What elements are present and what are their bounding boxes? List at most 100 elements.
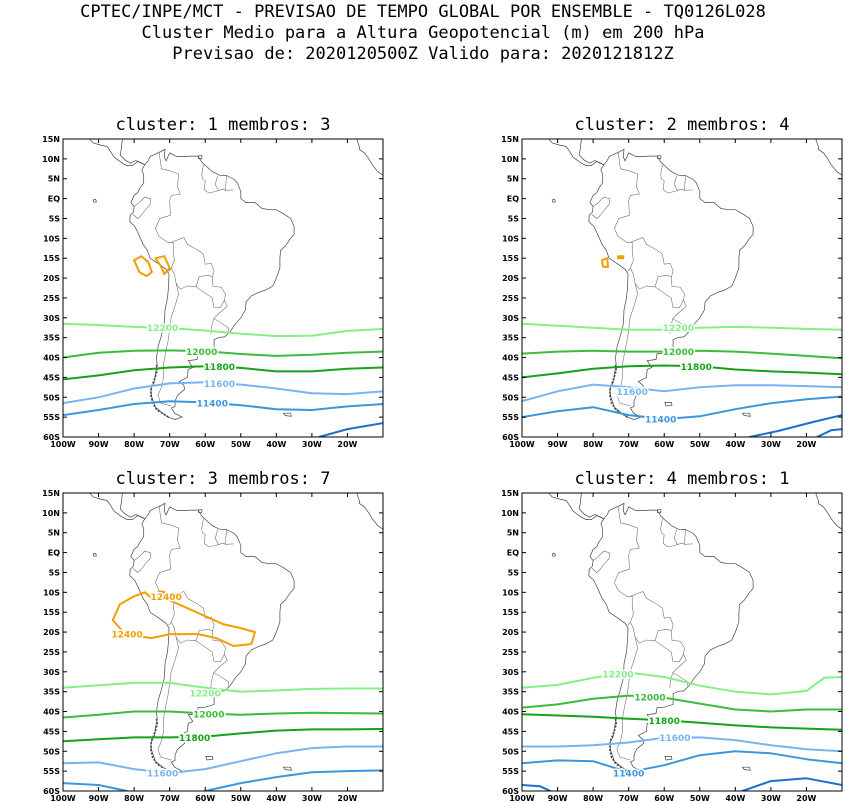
lon-tick-label: 40W <box>725 440 745 449</box>
country-border <box>158 151 181 216</box>
lon-tick-label: 60W <box>195 794 215 803</box>
lat-tick-label: 10S <box>502 588 519 597</box>
contour-11600 <box>522 383 842 403</box>
cluster-panel: cluster: 1 membros: 3 12200 12000 11800 1160… <box>42 115 384 449</box>
figure-title-line-2: Cluster Medio para a Altura Geopotencial… <box>142 23 705 43</box>
contour-12200 <box>522 322 842 331</box>
lon-tick-label: 20W <box>796 794 816 803</box>
country-border <box>673 175 678 191</box>
contour-11200 <box>816 428 842 437</box>
contour-label: 11800 <box>681 363 712 373</box>
island-outline <box>664 402 673 407</box>
africa-coastline <box>815 493 842 530</box>
lat-tick-label: 45S <box>43 727 60 736</box>
country-border <box>669 672 674 688</box>
lat-tick-label: 45S <box>502 727 519 736</box>
contour-label: 11600 <box>147 770 178 780</box>
lon-tick-label: 90W <box>89 794 109 803</box>
contour-label: 11400 <box>613 770 644 780</box>
lat-tick-label: 15S <box>502 608 519 617</box>
lon-tick-label: 90W <box>548 794 568 803</box>
contour-11200 <box>748 414 842 437</box>
island-outline <box>657 509 662 514</box>
lat-tick-label: 55S <box>502 767 519 776</box>
lat-tick-label: 15N <box>42 489 60 498</box>
map-area: 12400 12400 12200 12000 11800 11600 <box>63 493 383 791</box>
lat-tick-label: 15S <box>43 608 60 617</box>
island-outline <box>551 553 556 557</box>
lat-tick-label: 60S <box>43 787 60 796</box>
chilean-archipelago <box>608 718 630 773</box>
contour-label: 11600 <box>617 388 648 398</box>
lat-tick-label: 50S <box>43 747 60 756</box>
chilean-archipelago <box>149 364 171 419</box>
lat-tick-label: 15N <box>501 135 519 144</box>
lat-tick-label: 35S <box>43 334 60 343</box>
contour-label: 11800 <box>204 363 235 373</box>
lat-tick-label: 20S <box>502 274 519 283</box>
lat-tick-label: 40S <box>43 354 60 363</box>
country-border <box>669 318 674 334</box>
contour-12000 <box>522 694 842 713</box>
lat-tick-label: 55S <box>43 767 60 776</box>
lon-tick-label: 80W <box>124 794 144 803</box>
contour-label: 12000 <box>634 693 665 703</box>
cluster-panel: cluster: 4 membros: 1 12200 12000 11800 1160… <box>501 469 843 803</box>
map-frame <box>62 492 384 792</box>
lat-tick-label: 5S <box>49 569 61 578</box>
country-border <box>660 518 693 548</box>
island-outline <box>741 412 751 417</box>
panel-title: cluster: 4 membros: 1 <box>575 469 790 489</box>
contour-label: 11400 <box>197 400 228 410</box>
lat-tick-label: 20S <box>43 274 60 283</box>
contour-label: 12000 <box>663 348 694 358</box>
lon-tick-label: 30W <box>761 440 781 449</box>
contour-11800 <box>63 728 383 743</box>
lat-tick-label: EQ <box>507 549 519 558</box>
contour-12000 <box>522 349 842 360</box>
contour-12000 <box>63 349 383 359</box>
lon-tick-label: 40W <box>266 794 286 803</box>
lat-tick-label: 15N <box>501 489 519 498</box>
lat-tick-label: 25S <box>502 648 519 657</box>
panel-title: cluster: 1 membros: 3 <box>116 115 331 135</box>
lat-tick-label: 35S <box>502 688 519 697</box>
africa-coastline <box>356 493 383 530</box>
island-outline <box>205 756 214 761</box>
contour-12400 <box>133 255 153 278</box>
contour-label: 11800 <box>179 734 210 744</box>
country-border <box>157 283 179 407</box>
lon-tick-label: 50W <box>690 794 710 803</box>
contour-label: 11800 <box>649 717 680 727</box>
lat-tick-label: 60S <box>43 433 60 442</box>
island-outline <box>664 756 673 761</box>
lon-tick-label: 70W <box>160 440 180 449</box>
contour-label: 12400 <box>111 631 142 641</box>
contour-12400 <box>111 591 256 647</box>
contour-11400 <box>63 400 383 417</box>
country-border <box>171 267 213 290</box>
contour-11800 <box>63 365 383 381</box>
south-america-coastline <box>588 148 754 420</box>
contour-12000 <box>63 710 383 719</box>
lat-tick-label: 10N <box>42 509 60 518</box>
contour-11400 <box>63 782 128 791</box>
lon-tick-label: 20W <box>337 440 357 449</box>
lon-tick-label: 100W <box>509 794 535 803</box>
contour-12200 <box>63 681 383 693</box>
country-border <box>654 277 685 309</box>
contour-12200 <box>522 671 842 696</box>
lon-tick-label: 30W <box>761 794 781 803</box>
country-border <box>171 621 213 644</box>
lon-tick-label: 70W <box>160 794 180 803</box>
panel-title: cluster: 2 membros: 4 <box>575 115 790 135</box>
island-outline <box>198 155 203 160</box>
country-border <box>684 176 686 191</box>
country-border <box>614 215 634 272</box>
country-border <box>684 530 686 545</box>
lat-tick-label: 30S <box>43 314 60 323</box>
lat-tick-label: 20S <box>43 628 60 637</box>
lat-tick-label: 45S <box>43 373 60 382</box>
lon-tick-label: 80W <box>583 440 603 449</box>
